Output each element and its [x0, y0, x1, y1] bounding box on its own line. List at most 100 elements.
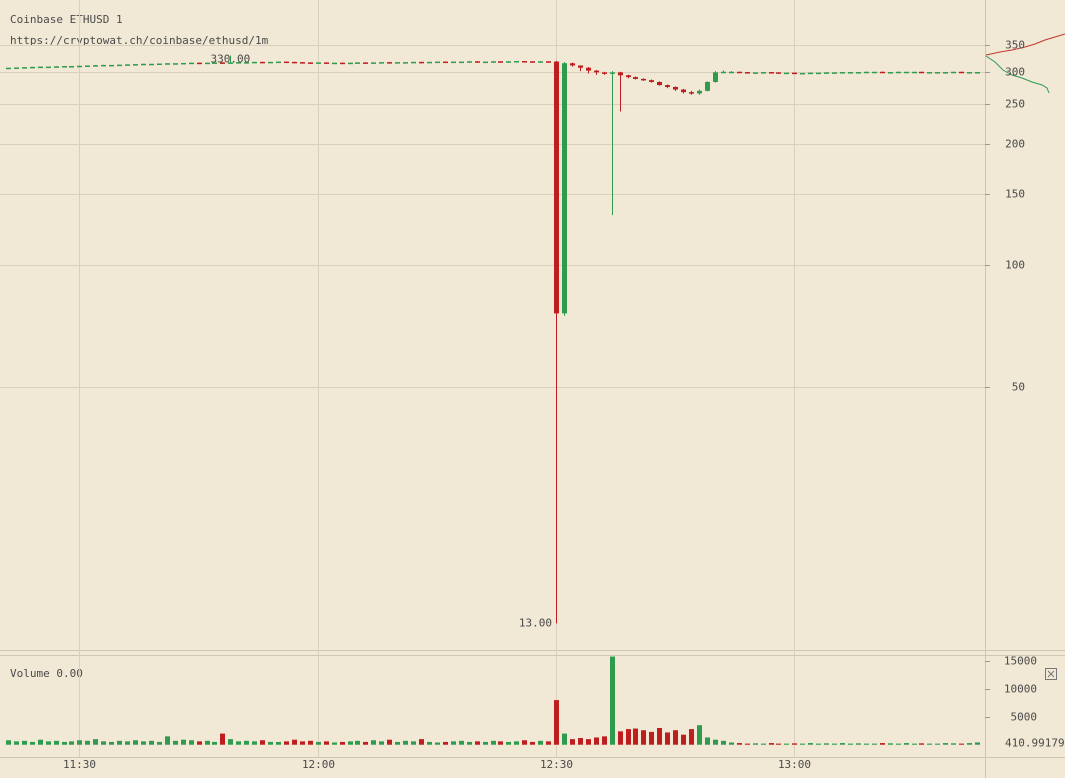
volume-bar — [522, 740, 527, 745]
volume-bar — [816, 743, 821, 745]
volume-bar — [467, 741, 472, 745]
candle-body — [800, 72, 805, 75]
candle-body — [745, 72, 750, 74]
y-tick-label: 100 — [1005, 259, 1025, 272]
volume-bar — [165, 736, 170, 745]
volume-bar — [379, 741, 384, 745]
volume-bar — [475, 741, 480, 745]
candle-body — [205, 62, 210, 65]
volume-bar — [912, 743, 917, 745]
volume-bar — [355, 740, 360, 745]
volume-bar — [316, 741, 321, 745]
candle-body — [832, 72, 837, 74]
volume-bar — [308, 740, 313, 745]
volume-bar — [729, 742, 734, 745]
candle-body — [697, 90, 702, 94]
candle-body — [935, 72, 940, 74]
candle-body — [610, 72, 615, 74]
volume-bar — [721, 740, 726, 745]
volume-bar — [459, 740, 464, 745]
volume-bar — [173, 740, 178, 745]
volume-bar — [133, 740, 138, 745]
volume-bar — [657, 727, 662, 745]
volume-bar — [546, 741, 551, 745]
close-button-icon[interactable] — [1047, 670, 1055, 678]
volume-bar — [538, 740, 543, 745]
volume-bar — [776, 743, 781, 745]
volume-bar — [348, 741, 353, 745]
candle-body — [769, 72, 774, 74]
candle-body — [880, 71, 885, 74]
candle-body — [252, 61, 257, 64]
volume-bar — [149, 740, 154, 745]
candle-body — [419, 61, 424, 64]
volume-bar — [220, 733, 225, 745]
x-tick-label: 12:00 — [302, 758, 335, 771]
candle-body — [324, 62, 329, 64]
candle-body — [776, 72, 781, 74]
volume-bar — [919, 743, 924, 745]
volume-bar — [340, 741, 345, 745]
candle-body — [14, 67, 19, 69]
y-tick-label: 350 — [1005, 39, 1025, 52]
candle-body — [792, 72, 797, 75]
candle-body — [975, 72, 980, 74]
volume-bar — [260, 740, 265, 745]
y-tick-label: 5000 — [1011, 711, 1038, 724]
candle-body — [967, 72, 972, 74]
volume-bar — [673, 730, 678, 745]
volume-bar — [101, 741, 106, 745]
candle-body — [332, 62, 337, 65]
candle-body — [54, 66, 59, 68]
close-button[interactable] — [1045, 668, 1057, 680]
candle-body — [181, 62, 186, 65]
volume-bar — [943, 743, 948, 745]
chart-title: Coinbase ETHUSD 1 — [10, 13, 123, 26]
volume-bar — [411, 741, 416, 745]
candle-body — [244, 62, 249, 64]
y-tick-label: 300 — [1005, 66, 1025, 79]
volume-bar — [332, 742, 337, 745]
volume-bar — [808, 743, 813, 745]
candle-body — [46, 66, 51, 69]
y-tick-label: 50 — [1012, 381, 1025, 394]
volume-bar — [761, 743, 766, 745]
candle-body — [864, 71, 869, 74]
depth-bids — [985, 55, 1050, 94]
volume-bar — [435, 742, 440, 745]
candle-body — [633, 77, 638, 79]
volume-bar — [570, 739, 575, 745]
volume-bar — [697, 725, 702, 745]
volume-bar — [284, 741, 289, 745]
volume-bar — [586, 739, 591, 745]
depth-asks — [985, 33, 1065, 56]
y-tick-label: 10000 — [1004, 683, 1037, 696]
candle-body — [101, 64, 106, 67]
candle-body — [586, 67, 591, 71]
volume-bar — [951, 743, 956, 745]
candle-body — [705, 81, 710, 91]
candle-body — [443, 61, 448, 64]
candle-body — [38, 66, 43, 69]
candle-body — [483, 61, 488, 64]
candle-body — [236, 62, 241, 64]
volume-bar — [125, 741, 130, 745]
candle-body — [316, 62, 321, 64]
volume-bar — [967, 743, 972, 745]
volume-bar — [705, 737, 710, 745]
volume-bar — [848, 743, 853, 745]
volume-bar — [205, 740, 210, 745]
close-button-box[interactable] — [1045, 668, 1057, 680]
volume-bar — [212, 741, 217, 745]
candle-body — [912, 71, 917, 74]
volume-bar — [77, 740, 82, 745]
candle-body — [641, 78, 646, 81]
candle-body — [157, 63, 162, 66]
volume-bar — [6, 740, 11, 745]
annotation-label: 330.00 — [210, 53, 250, 66]
volume-bar — [626, 729, 631, 745]
candle-body — [292, 61, 297, 64]
candle-body — [220, 62, 225, 64]
volume-bar — [713, 739, 718, 745]
